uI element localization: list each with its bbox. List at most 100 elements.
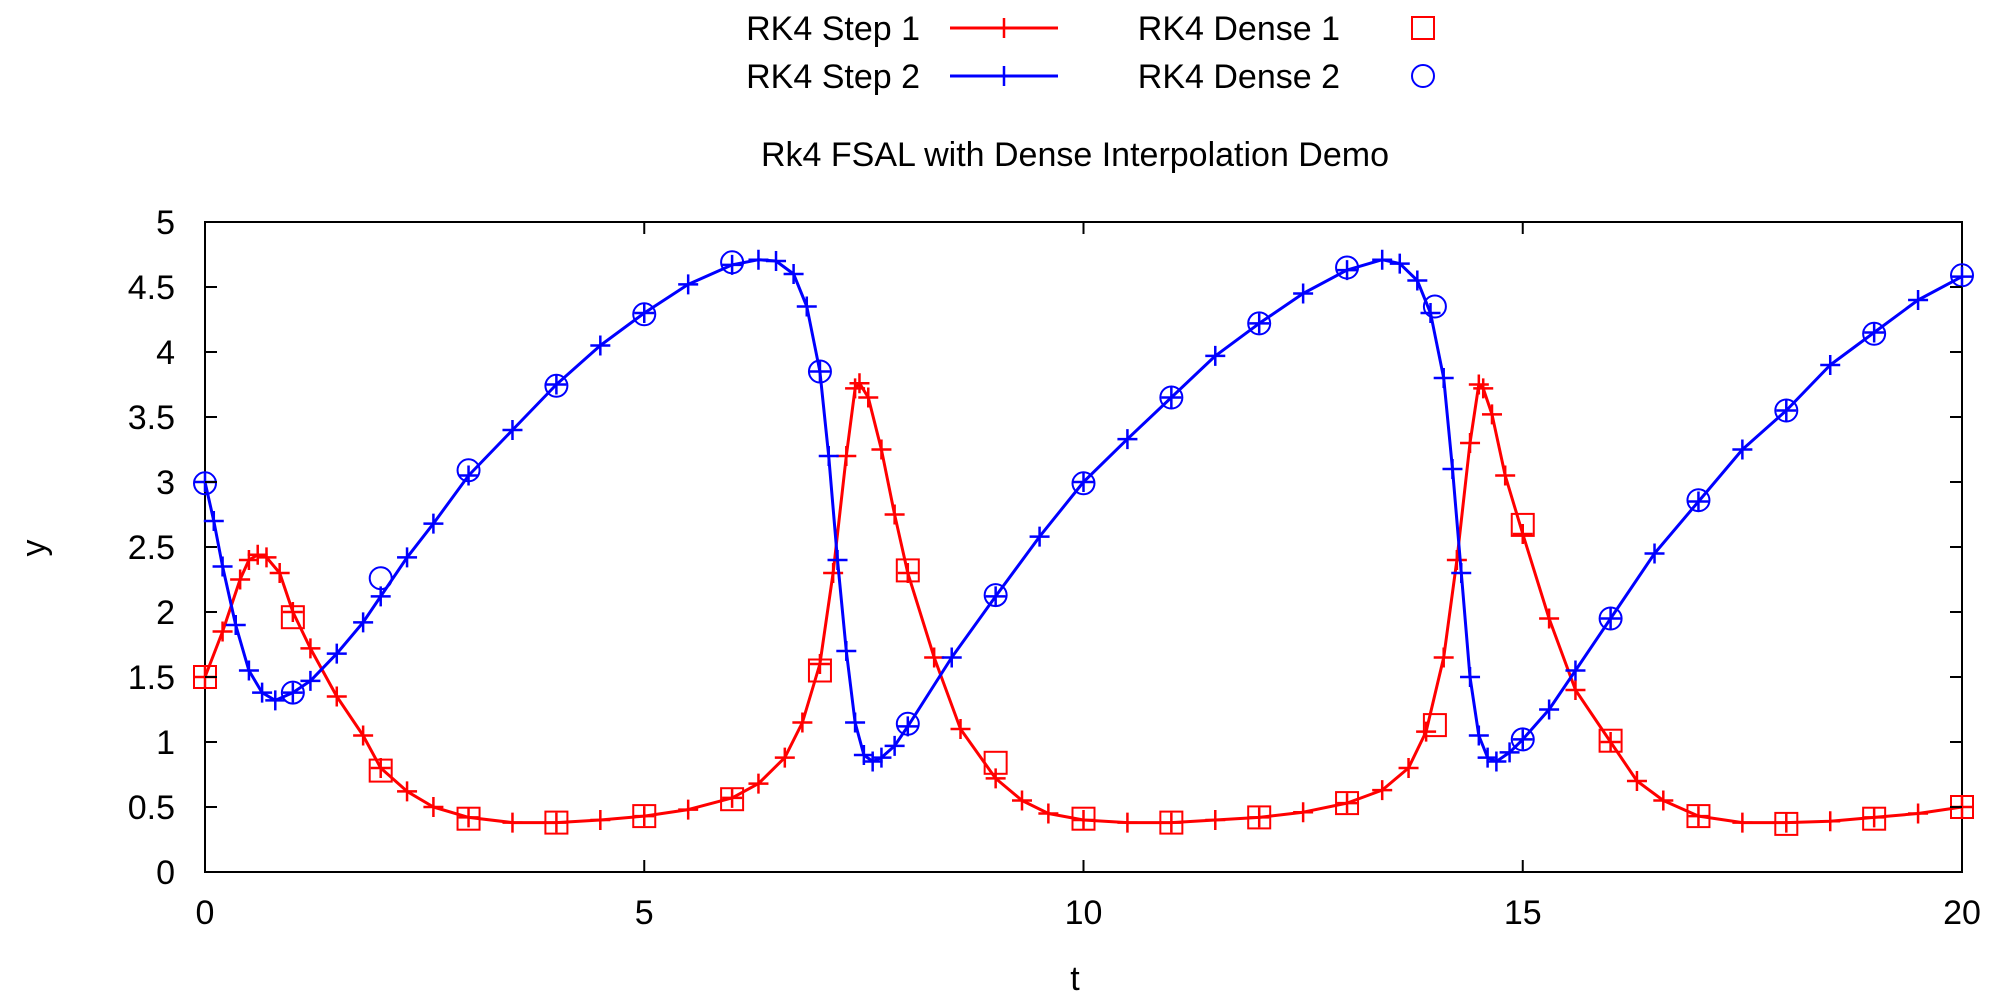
data-point-plus <box>1433 368 1454 388</box>
data-point-plus <box>1442 459 1463 479</box>
data-point-plus <box>792 712 813 733</box>
data-point-plus <box>1565 680 1586 700</box>
data-point-plus <box>1433 647 1454 668</box>
data-point-plus <box>265 690 286 711</box>
data-point-circle <box>280 680 305 705</box>
data-point-plus <box>397 781 418 802</box>
data-point-square <box>1335 791 1360 816</box>
legend-label: RK4 Dense 1 <box>1138 10 1340 48</box>
data-point-square <box>1598 728 1623 753</box>
data-point-plus <box>1337 793 1358 814</box>
data-point-plus <box>502 812 523 833</box>
chart-title: Rk4 FSAL with Dense Interpolation Demo <box>761 136 1389 174</box>
data-point-square <box>895 558 920 583</box>
data-point-plus <box>1776 812 1797 833</box>
data-point-plus <box>1468 374 1489 395</box>
y-tick-label: 2.5 <box>128 529 175 567</box>
data-point-plus <box>1864 322 1885 343</box>
legend: RK4 Step 1 RK4 Step 2 RK4 Dense 1 RK4 Dense… <box>746 10 1435 96</box>
y-tick-label: 1.5 <box>128 659 175 697</box>
data-point-plus <box>634 303 655 323</box>
data-point-plus <box>1073 810 1094 830</box>
data-point-plus <box>1249 807 1270 828</box>
x-tick-label: 15 <box>1504 894 1542 932</box>
data-point-plus <box>796 296 817 317</box>
x-axis-ticks: 0 5 10 15 20 <box>196 222 1981 932</box>
data-point-plus <box>774 747 795 768</box>
data-point-plus <box>458 807 479 828</box>
y-axis-label: y <box>15 540 53 557</box>
data-point-square <box>1862 806 1887 831</box>
data-point-plus <box>862 751 883 772</box>
data-point-plus <box>546 374 567 395</box>
legend-swatch-square <box>1411 16 1435 40</box>
legend-item: RK4 Step 1 <box>746 10 1058 48</box>
data-point-plus <box>678 274 699 295</box>
x-tick-label: 5 <box>635 894 654 932</box>
data-point-circle <box>1686 488 1711 513</box>
data-point-plus <box>1952 266 1972 287</box>
series-line <box>203 381 1963 825</box>
legend-item: RK4 Dense 1 <box>1138 10 1435 48</box>
data-point-plus <box>590 335 611 356</box>
legend-label: RK4 Step 1 <box>746 10 920 48</box>
data-point-plus <box>1451 563 1472 583</box>
data-point-plus <box>1337 260 1358 281</box>
data-point-plus <box>1499 742 1520 763</box>
data-point-circle <box>193 471 217 496</box>
data-point-circle <box>368 566 393 591</box>
legend-label: RK4 Step 2 <box>746 58 920 96</box>
data-point-plus <box>1908 803 1929 824</box>
data-point-circle <box>807 359 832 384</box>
data-point-plus <box>256 547 277 568</box>
data-point-plus <box>212 621 233 642</box>
data-point-plus <box>1460 433 1481 453</box>
data-point-plus <box>269 563 290 583</box>
data-point-circle <box>1862 321 1887 346</box>
data-point-square <box>1774 811 1799 836</box>
data-point-plus <box>858 387 879 408</box>
data-point-square <box>544 810 569 835</box>
data-point-circle <box>983 583 1008 608</box>
data-point-plus <box>1038 803 1059 824</box>
data-point-plus <box>1644 543 1665 564</box>
data-point-plus <box>1407 270 1428 291</box>
data-point-circle <box>544 373 569 398</box>
x-tick-label: 0 <box>196 894 215 932</box>
data-point-plus <box>1117 429 1138 450</box>
data-point-plus <box>1486 751 1507 772</box>
data-point-square <box>1510 512 1535 537</box>
data-point-plus <box>212 556 233 577</box>
data-point-plus <box>1012 790 1033 811</box>
data-point-plus <box>924 647 945 668</box>
data-point-square <box>632 804 657 829</box>
data-point-plus <box>247 544 268 565</box>
data-point-plus <box>950 719 971 739</box>
y-tick-label: 4 <box>156 334 175 372</box>
data-point-plus <box>836 446 857 466</box>
data-point-plus <box>884 735 905 756</box>
data-point-plus <box>766 251 787 271</box>
data-point-plus <box>1776 400 1797 421</box>
data-point-plus <box>871 747 892 768</box>
data-point-plus <box>985 586 1006 607</box>
plot-frame <box>204 221 1963 873</box>
x-axis-label: t <box>1070 960 1080 998</box>
data-point-plus <box>1293 802 1314 823</box>
data-point-plus <box>326 686 347 707</box>
data-point-plus <box>884 504 905 525</box>
data-point-circle <box>1422 294 1447 319</box>
data-point-plus <box>546 812 567 833</box>
legend-swatch-plus <box>994 66 1014 86</box>
data-point-plus <box>1161 387 1182 408</box>
data-point-circle <box>1774 398 1799 423</box>
series-rk4-dense-2 <box>193 250 1974 752</box>
data-point-plus <box>1495 465 1516 486</box>
data-point-plus <box>818 446 839 466</box>
data-point-square <box>983 750 1008 775</box>
data-point-plus <box>1482 404 1502 425</box>
data-point-plus <box>423 797 444 817</box>
data-point-plus <box>1420 303 1441 323</box>
data-point-circle <box>1335 255 1360 280</box>
data-point-circle <box>1247 311 1272 336</box>
